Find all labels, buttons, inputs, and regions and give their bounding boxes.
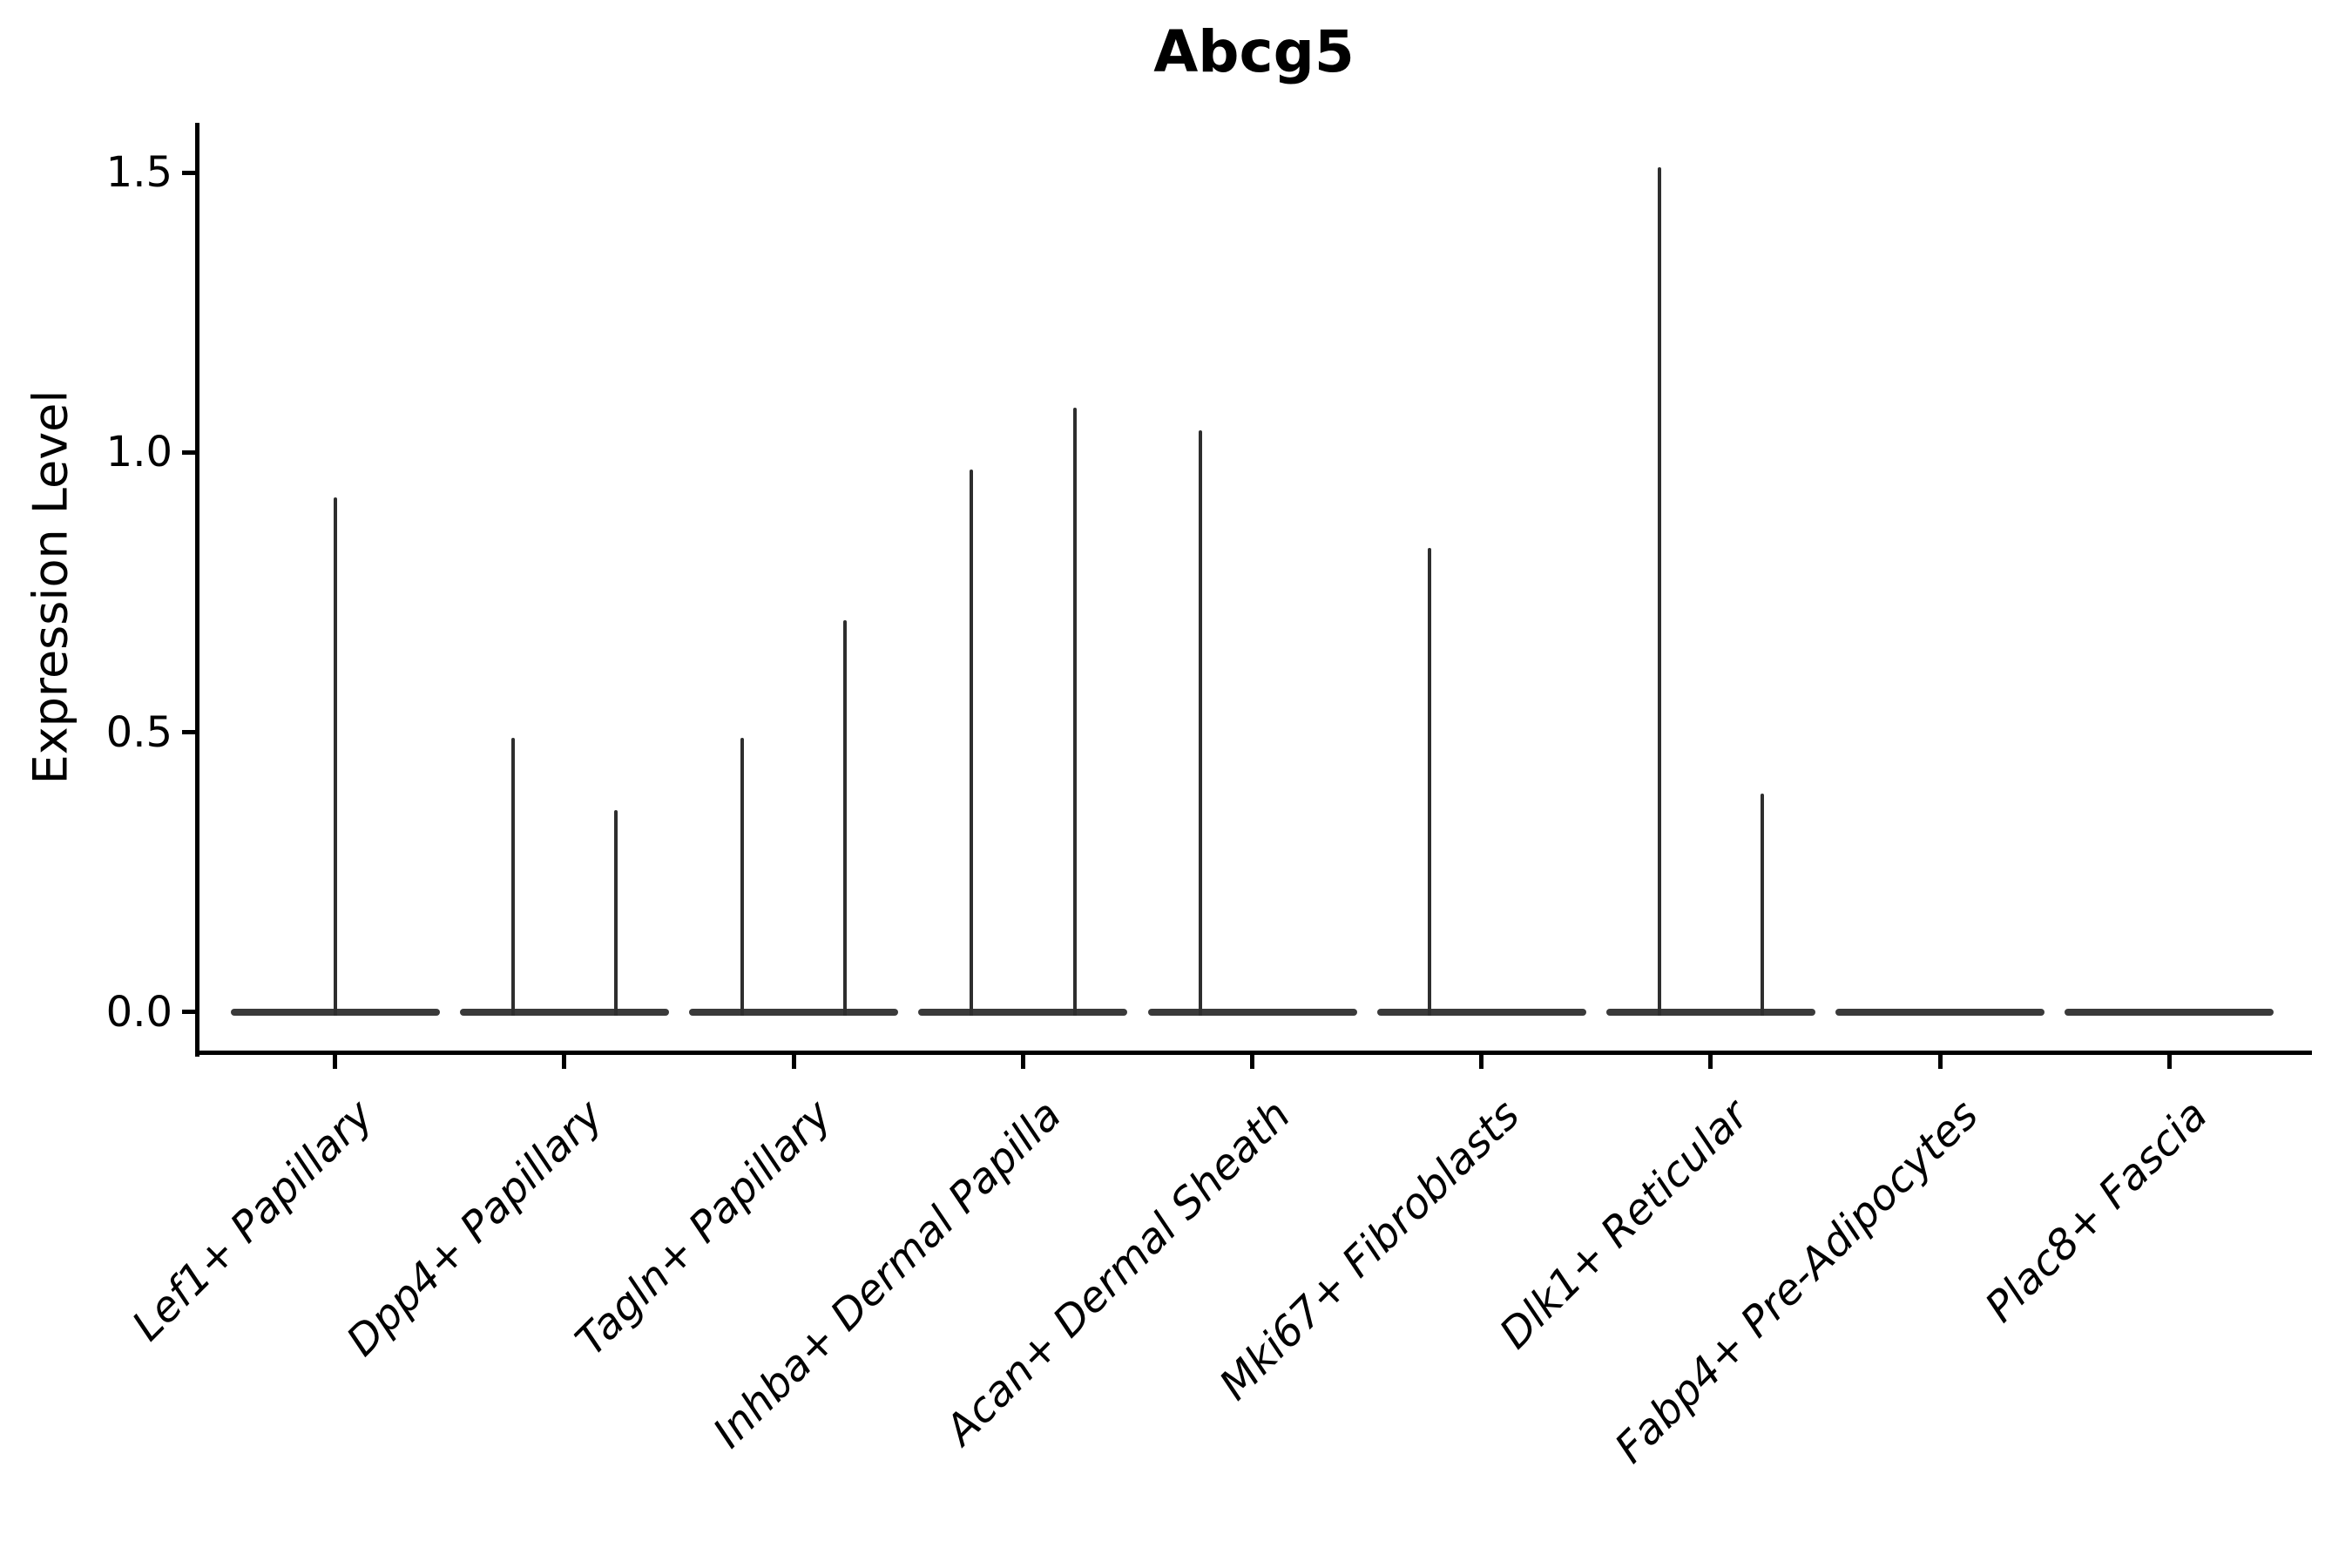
y-tick-mark: [181, 730, 196, 735]
x-tick-mark: [562, 1054, 567, 1069]
violin-spike: [1072, 408, 1077, 1016]
x-tick-mark: [1937, 1054, 1943, 1069]
y-tick-label: 1.0: [105, 428, 172, 477]
plot-title: Abcg5: [1153, 18, 1355, 85]
violin-spike: [510, 737, 515, 1016]
x-tick-mark: [1250, 1054, 1254, 1069]
violin-base: [918, 1008, 1128, 1016]
x-tick-mark: [791, 1054, 796, 1069]
y-tick-mark: [181, 170, 196, 175]
violin-spike: [1761, 794, 1765, 1016]
y-tick-label: 0.0: [105, 987, 172, 1037]
y-tick-mark: [181, 449, 196, 455]
x-tick-label: Dpp4+ Papillary: [336, 1091, 612, 1366]
x-tick-label: Lef1+ Papillary: [123, 1091, 383, 1351]
x-tick-label: Tagln+ Papillary: [566, 1091, 841, 1366]
x-tick-mark: [1479, 1054, 1484, 1069]
x-tick-label: Fabp4+ Pre-Adipocytes: [1605, 1091, 1988, 1473]
violin-base: [1147, 1008, 1357, 1016]
violin-spike: [1199, 429, 1203, 1016]
y-tick-mark: [181, 1010, 196, 1015]
violin-spike: [843, 620, 848, 1016]
y-axis-spine: [195, 123, 199, 1057]
x-tick-mark: [1708, 1054, 1713, 1069]
x-axis-spine: [195, 1051, 2312, 1055]
x-tick-mark: [1020, 1054, 1025, 1069]
violin-spike: [970, 469, 974, 1016]
y-tick-label: 0.5: [105, 707, 172, 757]
violin-base: [1376, 1008, 1586, 1016]
x-tick-label: Plac8+ Fascia: [1976, 1091, 2217, 1332]
x-tick-mark: [2166, 1054, 2172, 1069]
violin-base: [459, 1008, 669, 1016]
violin-base: [1605, 1008, 1815, 1016]
violin-spike: [614, 810, 618, 1016]
violin-base: [1835, 1008, 2045, 1016]
x-tick-mark: [333, 1054, 338, 1069]
violin-spike: [1657, 166, 1661, 1016]
violin-base: [689, 1008, 899, 1016]
violin-spike: [1428, 547, 1432, 1016]
violin-base: [2065, 1008, 2274, 1016]
violin-spike: [740, 737, 744, 1016]
violin-spike: [333, 497, 337, 1016]
y-tick-label: 1.5: [105, 148, 172, 198]
x-tick-label: Dlk1+ Reticular: [1490, 1091, 1759, 1359]
